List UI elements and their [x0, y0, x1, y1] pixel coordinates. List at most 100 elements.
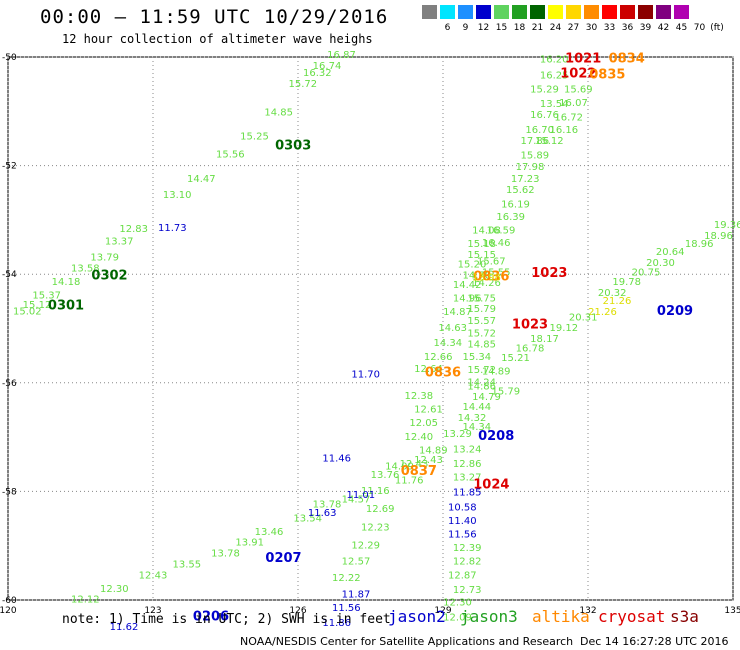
wave-height-value: 14.42: [453, 280, 482, 291]
wave-height-value: 10.58: [448, 502, 477, 513]
wave-height-value: 16.16: [550, 125, 579, 136]
wave-height-value: 12.23: [361, 522, 390, 533]
wave-height-value: 14.85: [467, 340, 496, 351]
wave-height-value: 11.63: [308, 508, 337, 519]
wave-height-value: 15.56: [216, 149, 245, 160]
wave-height-value: 15.55: [482, 267, 511, 278]
wave-height-value: 12.69: [366, 504, 395, 515]
wave-height-value: 13.29: [443, 429, 472, 440]
wave-height-value: 11.56: [448, 530, 477, 541]
wave-height-value: 15.12: [535, 136, 564, 147]
wave-height-value: 13.54: [540, 99, 569, 110]
legend-label-21: 21: [531, 23, 544, 33]
wave-height-value: 14.09: [385, 462, 414, 473]
lon-label: 123: [144, 606, 161, 616]
wave-height-value: 19.36: [714, 220, 740, 231]
wave-height-value: 12.43: [400, 459, 429, 470]
legend-label-12: 12: [477, 23, 490, 33]
legend-label-18: 18: [513, 23, 526, 33]
legend-unit: (ft): [710, 23, 724, 33]
legend-label-9: 9: [462, 23, 469, 33]
pass-time-label: 0207: [265, 551, 301, 566]
wave-height-value: 12.12: [71, 595, 100, 606]
wave-height-value: 12.83: [119, 224, 148, 235]
wave-height-value: 17.86: [521, 136, 550, 147]
wave-height-value: 15.21: [501, 353, 530, 364]
legend-swatch-70: [692, 5, 707, 19]
wave-height-value: 15.67: [477, 256, 506, 267]
wave-height-value: 11.70: [351, 369, 380, 380]
wave-height-value: 13.76: [371, 470, 400, 481]
wave-height-value: 15.25: [240, 132, 269, 143]
wave-height-value: 16.07: [559, 98, 588, 109]
wave-height-value: 14.86: [467, 381, 496, 392]
wave-height-value: 15.75: [467, 293, 496, 304]
wave-height-value: 13.79: [90, 253, 119, 264]
wave-height-value: 19.78: [612, 277, 641, 288]
wave-height-value: 14.85: [264, 108, 293, 119]
wave-height-value: 21.26: [603, 296, 632, 307]
legend-label-33: 33: [603, 23, 616, 33]
legend-label-45: 45: [675, 23, 688, 33]
lat-label: -56: [2, 379, 17, 389]
wave-height-value: 16.39: [496, 212, 525, 223]
wave-height-value: 11.01: [347, 490, 376, 501]
units-note: note: 1) Time is in UTC; 2) SWH is in fe…: [62, 612, 391, 627]
wave-height-value: 11.56: [332, 603, 361, 614]
wave-height-value: 16.74: [313, 61, 342, 72]
legend-label-39: 39: [639, 23, 652, 33]
lon-label: 132: [579, 606, 596, 616]
wave-height-value: 13.58: [71, 263, 100, 274]
wave-height-value: 15.20: [458, 260, 487, 271]
wave-height-value: 20.32: [598, 288, 627, 299]
wave-height-value: 12.61: [414, 405, 443, 416]
wave-height-value: 15.02: [13, 306, 42, 317]
satellite-altika: altika: [532, 607, 590, 626]
pass-time-label: 0837: [401, 464, 437, 479]
wave-height-value: 14.87: [443, 307, 472, 318]
wave-height-value: 13.98: [472, 273, 501, 284]
satellite-s3a: s3a: [670, 607, 699, 626]
pass-time-label: 1022: [560, 67, 596, 82]
wave-height-value: 16.87: [327, 50, 356, 61]
lat-label: -58: [2, 487, 17, 497]
wave-height-value: 16.59: [487, 225, 516, 236]
wave-height-value: 15.72: [467, 365, 496, 376]
wave-height-value: 14.63: [438, 323, 467, 334]
pass-time-label: 0835: [589, 68, 625, 83]
legend-label-30: 30: [585, 23, 598, 33]
page-subtitle: 12 hour collection of altimeter wave hei…: [62, 32, 373, 46]
wave-height-value: 15.34: [463, 352, 492, 363]
wave-height-value: 13.91: [235, 538, 264, 549]
wave-height-value: 12.73: [453, 585, 482, 596]
pass-time-label: 0302: [91, 269, 127, 284]
pass-time-label: 0834: [609, 51, 645, 66]
wave-height-value: 15.72: [467, 329, 496, 340]
wave-height-value: 13.78: [313, 500, 342, 511]
wave-height-value: 12.09: [443, 613, 472, 624]
wave-height-value: 15.69: [564, 84, 593, 95]
wave-height-value: 16.20: [540, 54, 569, 65]
wave-height-value: 12.39: [453, 543, 482, 554]
pass-time-label: 0208: [478, 429, 514, 444]
wave-height-value: 13.24: [453, 444, 482, 455]
legend-swatch-27: [566, 5, 581, 19]
wave-height-value: 14.34: [434, 338, 463, 349]
wave-height-value: 11.62: [110, 622, 139, 633]
wave-height-value: 13.10: [163, 190, 192, 201]
wave-height-value: 16.46: [482, 238, 511, 249]
wave-height-value: 18.96: [685, 239, 714, 250]
wave-height-value: 11.87: [342, 589, 371, 600]
wave-height-value: 15.89: [521, 151, 550, 162]
legend-swatch-24: [548, 5, 563, 19]
pass-time-label: 0303: [275, 138, 311, 153]
wave-height-value: 14.32: [458, 413, 487, 424]
legend-label-6: 6: [444, 23, 451, 33]
legend-swatch-21: [530, 5, 545, 19]
legend-swatch-15: [494, 5, 509, 19]
wave-height-value: 15.79: [467, 304, 496, 315]
lat-label: -60: [2, 596, 17, 606]
legend-swatch-45: [674, 5, 689, 19]
legend-swatch-36: [620, 5, 635, 19]
wave-height-value: 18.96: [704, 231, 733, 242]
